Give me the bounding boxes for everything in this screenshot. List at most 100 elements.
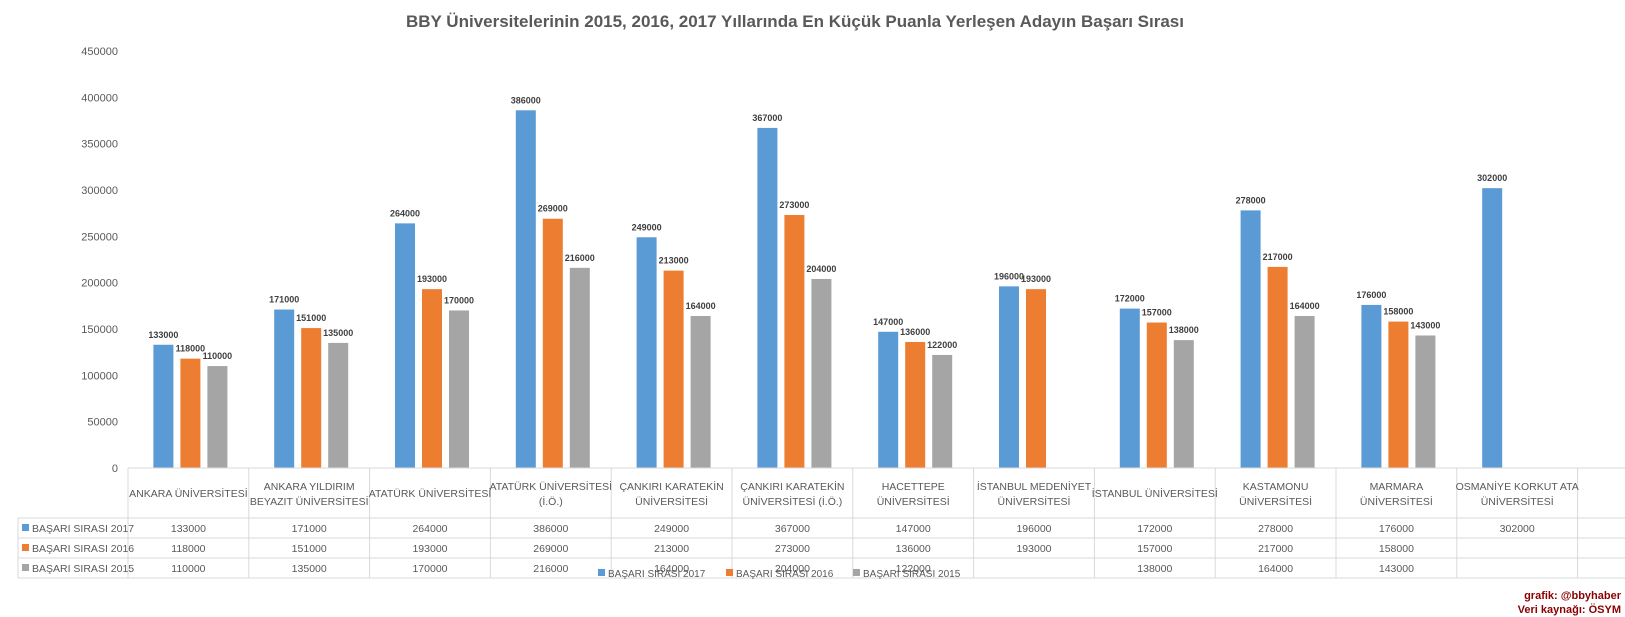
bar [1294,316,1315,468]
data-label: 217000 [1263,252,1293,262]
table-cell: 193000 [412,543,447,555]
table-cell: 110000 [171,563,205,575]
table-cell: 176000 [1379,523,1414,535]
table-cell: 193000 [1016,543,1051,555]
bar [1026,289,1046,468]
bar [274,309,295,468]
table-cell: 164000 [1258,563,1293,575]
bar [1361,304,1382,468]
data-label: 278000 [1236,195,1266,205]
table-cell: 118000 [171,543,205,555]
legend-key [22,564,29,571]
bar [784,215,805,468]
bar [542,218,563,468]
bar [811,278,832,468]
data-label: 213000 [659,256,689,266]
legend-swatch [726,569,733,576]
bar [207,366,228,468]
category-label: OSMANİYE KORKUT ATA [1456,480,1579,493]
table-cell: 204000 [775,563,810,575]
bar [395,223,415,468]
table-cell: 151000 [292,543,327,555]
table-row-header: BAŞARI SIRASI 2015 [32,563,134,575]
table-row-header: BAŞARI SIRASI 2017 [32,523,134,535]
table-cell: 213000 [654,543,689,555]
bar [153,344,174,468]
category-label: BEYAZIT ÜNİVERSİTESİ [250,495,369,508]
legend-key [22,524,29,531]
category-label: ÜNİVERSİTESİ [635,495,708,508]
y-tick-label: 250000 [81,231,118,243]
table-cell: 273000 [775,543,810,555]
category-label: ÜNİVERSİTESİ [998,495,1071,508]
chart-title: BBY Üniversitelerinin 2015, 2016, 2017 Y… [406,12,1184,31]
legend-label: BAŞARI SIRASI 2016 [736,569,834,580]
data-label: 143000 [1410,320,1440,330]
bar [690,316,711,468]
bar [515,110,536,468]
data-label: 157000 [1142,308,1172,318]
data-label: 133000 [148,330,178,340]
table-cell: 171000 [292,523,327,535]
data-label: 176000 [1356,290,1386,300]
y-tick-label: 100000 [81,370,118,382]
data-label: 147000 [873,317,903,327]
table-cell: 133000 [171,523,206,535]
y-tick-label: 50000 [87,417,118,429]
data-label: 164000 [686,301,716,311]
data-label: 151000 [296,313,326,323]
category-label: ÇANKIRI KARATEKİN [740,480,844,493]
table-cell: 217000 [1258,543,1293,555]
category-label: ÜNİVERSİTESİ [1360,495,1433,508]
category-label: İSTANBUL ÜNİVERSİTESİ [1092,487,1218,500]
bar [1388,321,1409,468]
data-label: 172000 [1115,294,1145,304]
data-label: 193000 [417,274,447,284]
data-label: 386000 [511,95,541,105]
data-label: 138000 [1169,325,1199,335]
data-label: 110000 [203,351,233,361]
table-cell: 264000 [412,523,447,535]
y-tick-label: 300000 [81,185,118,197]
data-label: 136000 [900,327,930,337]
table-cell: 143000 [1379,563,1414,575]
bar [449,310,469,468]
data-label: 367000 [752,113,782,123]
bar [1119,308,1140,468]
y-tick-label: 350000 [81,139,118,151]
bar [1482,188,1503,468]
bar [999,286,1019,468]
category-label: ÇANKIRI KARATEKİN [619,480,723,493]
category-label: ANKARA YILDIRIM [264,481,355,493]
bar [1173,340,1194,468]
legend-label: BAŞARI SIRASI 2017 [608,569,706,580]
bar [180,358,201,468]
table-cell: 164000 [654,563,689,575]
data-label: 170000 [444,295,474,305]
category-label: (İ.Ö.) [539,495,563,508]
data-label: 264000 [390,208,420,218]
table-cell: 278000 [1258,523,1293,535]
data-label: 216000 [565,253,595,263]
data-label: 158000 [1383,307,1413,317]
data-label: 273000 [779,200,809,210]
y-tick-label: 150000 [81,324,118,336]
y-tick-label: 450000 [81,46,118,58]
data-label: 122000 [927,340,957,350]
credit-author: grafik: @bbyhaber [1524,590,1621,602]
bar [663,270,684,468]
table-cell: 172000 [1137,523,1172,535]
table-cell: 249000 [654,523,689,535]
y-tick-label: 0 [112,463,118,475]
y-tick-label: 400000 [81,92,118,104]
bar [569,267,590,468]
data-label: 269000 [538,204,568,214]
category-label: ATATÜRK ÜNİVERSİTESİ [369,487,492,500]
bar [905,341,926,468]
table-row-header: BAŞARI SIRASI 2016 [32,543,134,555]
legend-swatch [598,569,605,576]
bar [328,342,349,468]
bar [878,331,899,468]
bar [1415,335,1436,468]
